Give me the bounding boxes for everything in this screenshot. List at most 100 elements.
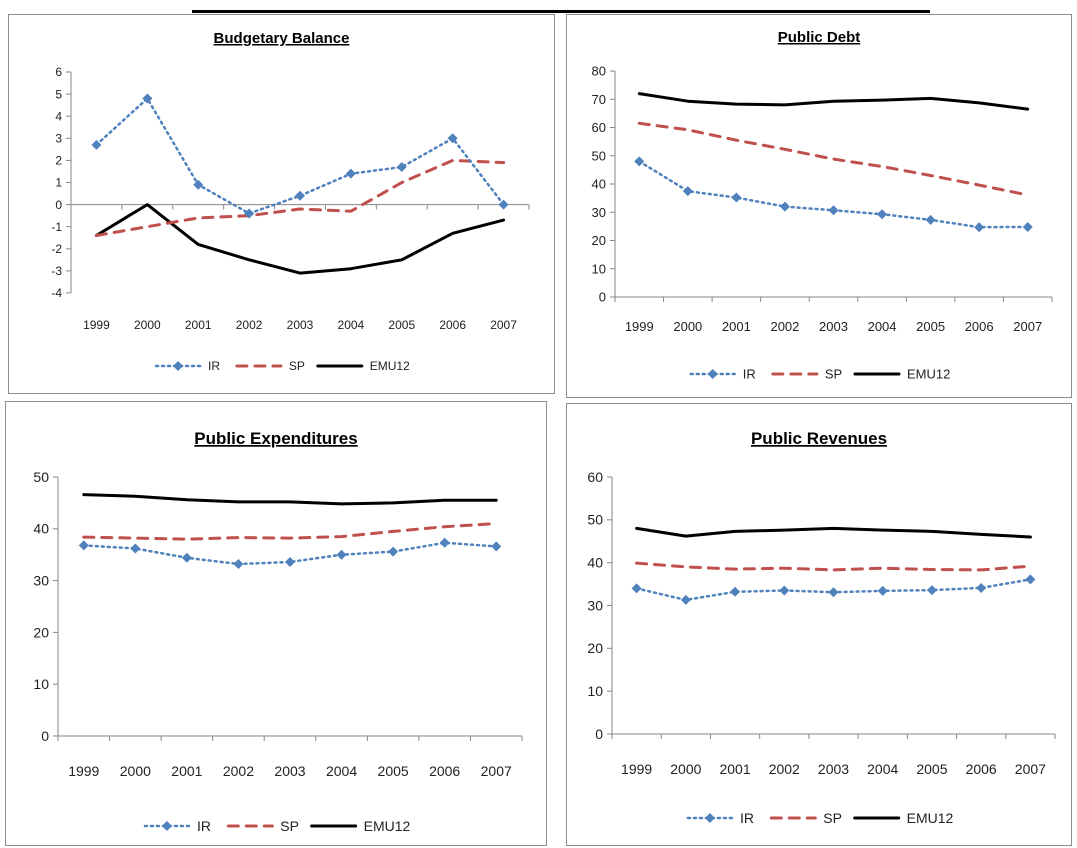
chart-panel-public-expenditures: Public Expenditures 0 10 20 30 40 50 1999 2000 20… <box>5 401 547 846</box>
budgetary-balance-x-tick-label: 1999 <box>83 318 110 332</box>
legend-label-ir: IR <box>197 818 211 834</box>
public-expenditures-series-ir-point <box>181 552 192 563</box>
public-debt-series-ir-line <box>638 160 1029 229</box>
legend-marker-ir <box>707 369 718 379</box>
legend-label-ir: IR <box>740 810 754 826</box>
public-revenues-series-ir-point <box>631 583 642 594</box>
public-expenditures-x-tick-label: 2003 <box>274 763 305 779</box>
public-expenditures-series-ir-line <box>82 541 498 566</box>
public-revenues-x-tick-label: 2003 <box>818 761 849 777</box>
public-expenditures-x-tick-label: 2005 <box>378 763 409 779</box>
public-expenditures-x-tick-label: 2002 <box>223 763 254 779</box>
chart-budgetary-balance: Budgetary Balance -4 -3 -2 -1 0 1 2 3 4 5 6 1999 2000… <box>51 30 530 373</box>
public-expenditures-series-sp-line <box>82 522 498 541</box>
public-revenues-series-ir-point <box>976 582 987 593</box>
public-debt-y-tick-label: 10 <box>592 261 606 276</box>
public-debt-y-tick-label: 50 <box>592 148 606 163</box>
public-revenues-series-ir-point <box>877 585 888 596</box>
public-debt-series-ir-point <box>974 222 985 233</box>
legend-label-emu12: EMU12 <box>364 818 411 834</box>
public-debt-x-tick-label: 2000 <box>673 319 702 334</box>
public-debt-series-ir-point <box>925 214 936 225</box>
public-revenues-series-ir-point <box>926 585 937 596</box>
budgetary-balance-series-ir-point <box>193 179 204 190</box>
legend-marker-ir <box>161 821 172 831</box>
public-revenues-x-tick-label: 2000 <box>670 761 701 777</box>
public-debt-series-sp-line <box>637 121 1030 197</box>
legend-label-sp: SP <box>289 359 305 373</box>
budgetary-balance-y-tick-label: -1 <box>51 220 62 234</box>
public-expenditures-y-tick-label: 40 <box>33 521 49 537</box>
public-expenditures-y-tick-label: 10 <box>33 676 49 692</box>
public-revenues-x-tick-label: 2007 <box>1015 761 1046 777</box>
public-revenues-y-tick-label: 40 <box>587 555 603 571</box>
chart-panel-budgetary-balance: Budgetary Balance -4 -3 -2 -1 0 1 2 3 4 5 6 1999 2000… <box>8 14 555 394</box>
budgetary-balance-y-tick-label: 6 <box>55 65 62 79</box>
public-revenues-x-tick-label: 2001 <box>719 761 750 777</box>
budgetary-balance-x-tick-label: 2001 <box>185 318 212 332</box>
public-expenditures-series-ir-point <box>336 549 347 560</box>
public-debt-x-tick-label: 2007 <box>1013 319 1042 334</box>
legend-marker-ir <box>704 813 715 823</box>
public-expenditures-x-tick-label: 2004 <box>326 763 357 779</box>
public-expenditures-y-tick-label: 20 <box>33 624 49 640</box>
public-debt-y-tick-label: 60 <box>592 120 606 135</box>
public-revenues-x-tick-label: 2005 <box>916 761 947 777</box>
budgetary-balance-y-tick-label: -2 <box>51 242 62 256</box>
public-expenditures-series-ir-point <box>130 543 141 554</box>
public-debt-title: Public Debt <box>778 29 861 46</box>
public-revenues-y-tick-label: 10 <box>587 683 603 699</box>
public-expenditures-y-tick-label: 50 <box>33 469 49 485</box>
budgetary-balance-series-ir-point <box>244 208 255 219</box>
budgetary-balance-y-tick-label: -3 <box>51 264 62 278</box>
public-expenditures-series-ir-point <box>78 540 89 551</box>
budgetary-balance-x-tick-label: 2000 <box>134 318 161 332</box>
public-debt-series-ir-point <box>877 209 888 220</box>
public-debt-series-ir-point <box>634 156 645 167</box>
public-expenditures-title: Public Expenditures <box>194 429 357 448</box>
budgetary-balance-y-tick-label: 4 <box>55 109 62 123</box>
budgetary-balance-x-tick-label: 2002 <box>236 318 263 332</box>
public-expenditures-series-ir-point <box>233 559 244 570</box>
public-revenues-x-tick-label: 2004 <box>867 761 898 777</box>
public-expenditures-x-tick-label: 2001 <box>171 763 202 779</box>
public-debt-series-ir-point <box>828 205 839 216</box>
public-debt-series-ir-point <box>682 186 693 197</box>
chart-panel-public-debt: Public Debt 0 10 20 30 40 50 60 70 80 1999 2000 2001… <box>566 14 1072 398</box>
budgetary-balance-series-ir-point <box>142 93 153 104</box>
public-debt-x-tick-label: 2006 <box>965 319 994 334</box>
legend-label-ir: IR <box>208 359 220 373</box>
legend-label-emu12: EMU12 <box>370 359 410 373</box>
legend-label-sp: SP <box>280 818 299 834</box>
budgetary-balance-series-sp-line <box>94 158 506 237</box>
public-debt-series-ir-point <box>1022 221 1033 232</box>
public-debt-series-emu12-line <box>637 92 1030 111</box>
budgetary-balance-y-tick-label: 5 <box>55 87 62 101</box>
public-revenues-series-ir-point <box>680 594 691 605</box>
public-debt-y-tick-label: 40 <box>592 177 606 192</box>
public-revenues-y-tick-label: 50 <box>587 512 603 528</box>
public-revenues-x-tick-label: 2002 <box>769 761 800 777</box>
public-revenues-series-sp-line <box>635 561 1032 572</box>
budgetary-balance-x-tick-label: 2006 <box>439 318 466 332</box>
public-debt-series-ir-point <box>779 201 790 212</box>
budgetary-balance-series-ir-point <box>498 199 509 210</box>
public-revenues-x-tick-label: 2006 <box>966 761 997 777</box>
legend-label-sp: SP <box>823 810 842 826</box>
public-debt-x-tick-label: 1999 <box>625 319 654 334</box>
public-debt-y-tick-label: 80 <box>592 64 606 79</box>
public-expenditures-y-tick-label: 0 <box>41 728 49 744</box>
budgetary-balance-y-tick-label: 3 <box>55 132 62 146</box>
public-revenues-series-ir-point <box>779 585 790 596</box>
public-expenditures-x-tick-label: 2007 <box>481 763 512 779</box>
public-revenues-y-tick-label: 60 <box>587 469 603 485</box>
public-revenues-y-tick-label: 20 <box>587 640 603 656</box>
legend-label-sp: SP <box>825 367 842 382</box>
page-title-underline <box>192 0 930 13</box>
budgetary-balance-y-tick-label: 2 <box>55 154 62 168</box>
chart-public-debt: Public Debt 0 10 20 30 40 50 60 70 80 1999 2000 2001… <box>592 29 1053 382</box>
budgetary-balance-title: Budgetary Balance <box>214 30 350 47</box>
public-debt-x-tick-label: 2003 <box>819 319 848 334</box>
public-debt-y-tick-label: 70 <box>592 92 606 107</box>
budgetary-balance-x-tick-label: 2007 <box>490 318 517 332</box>
